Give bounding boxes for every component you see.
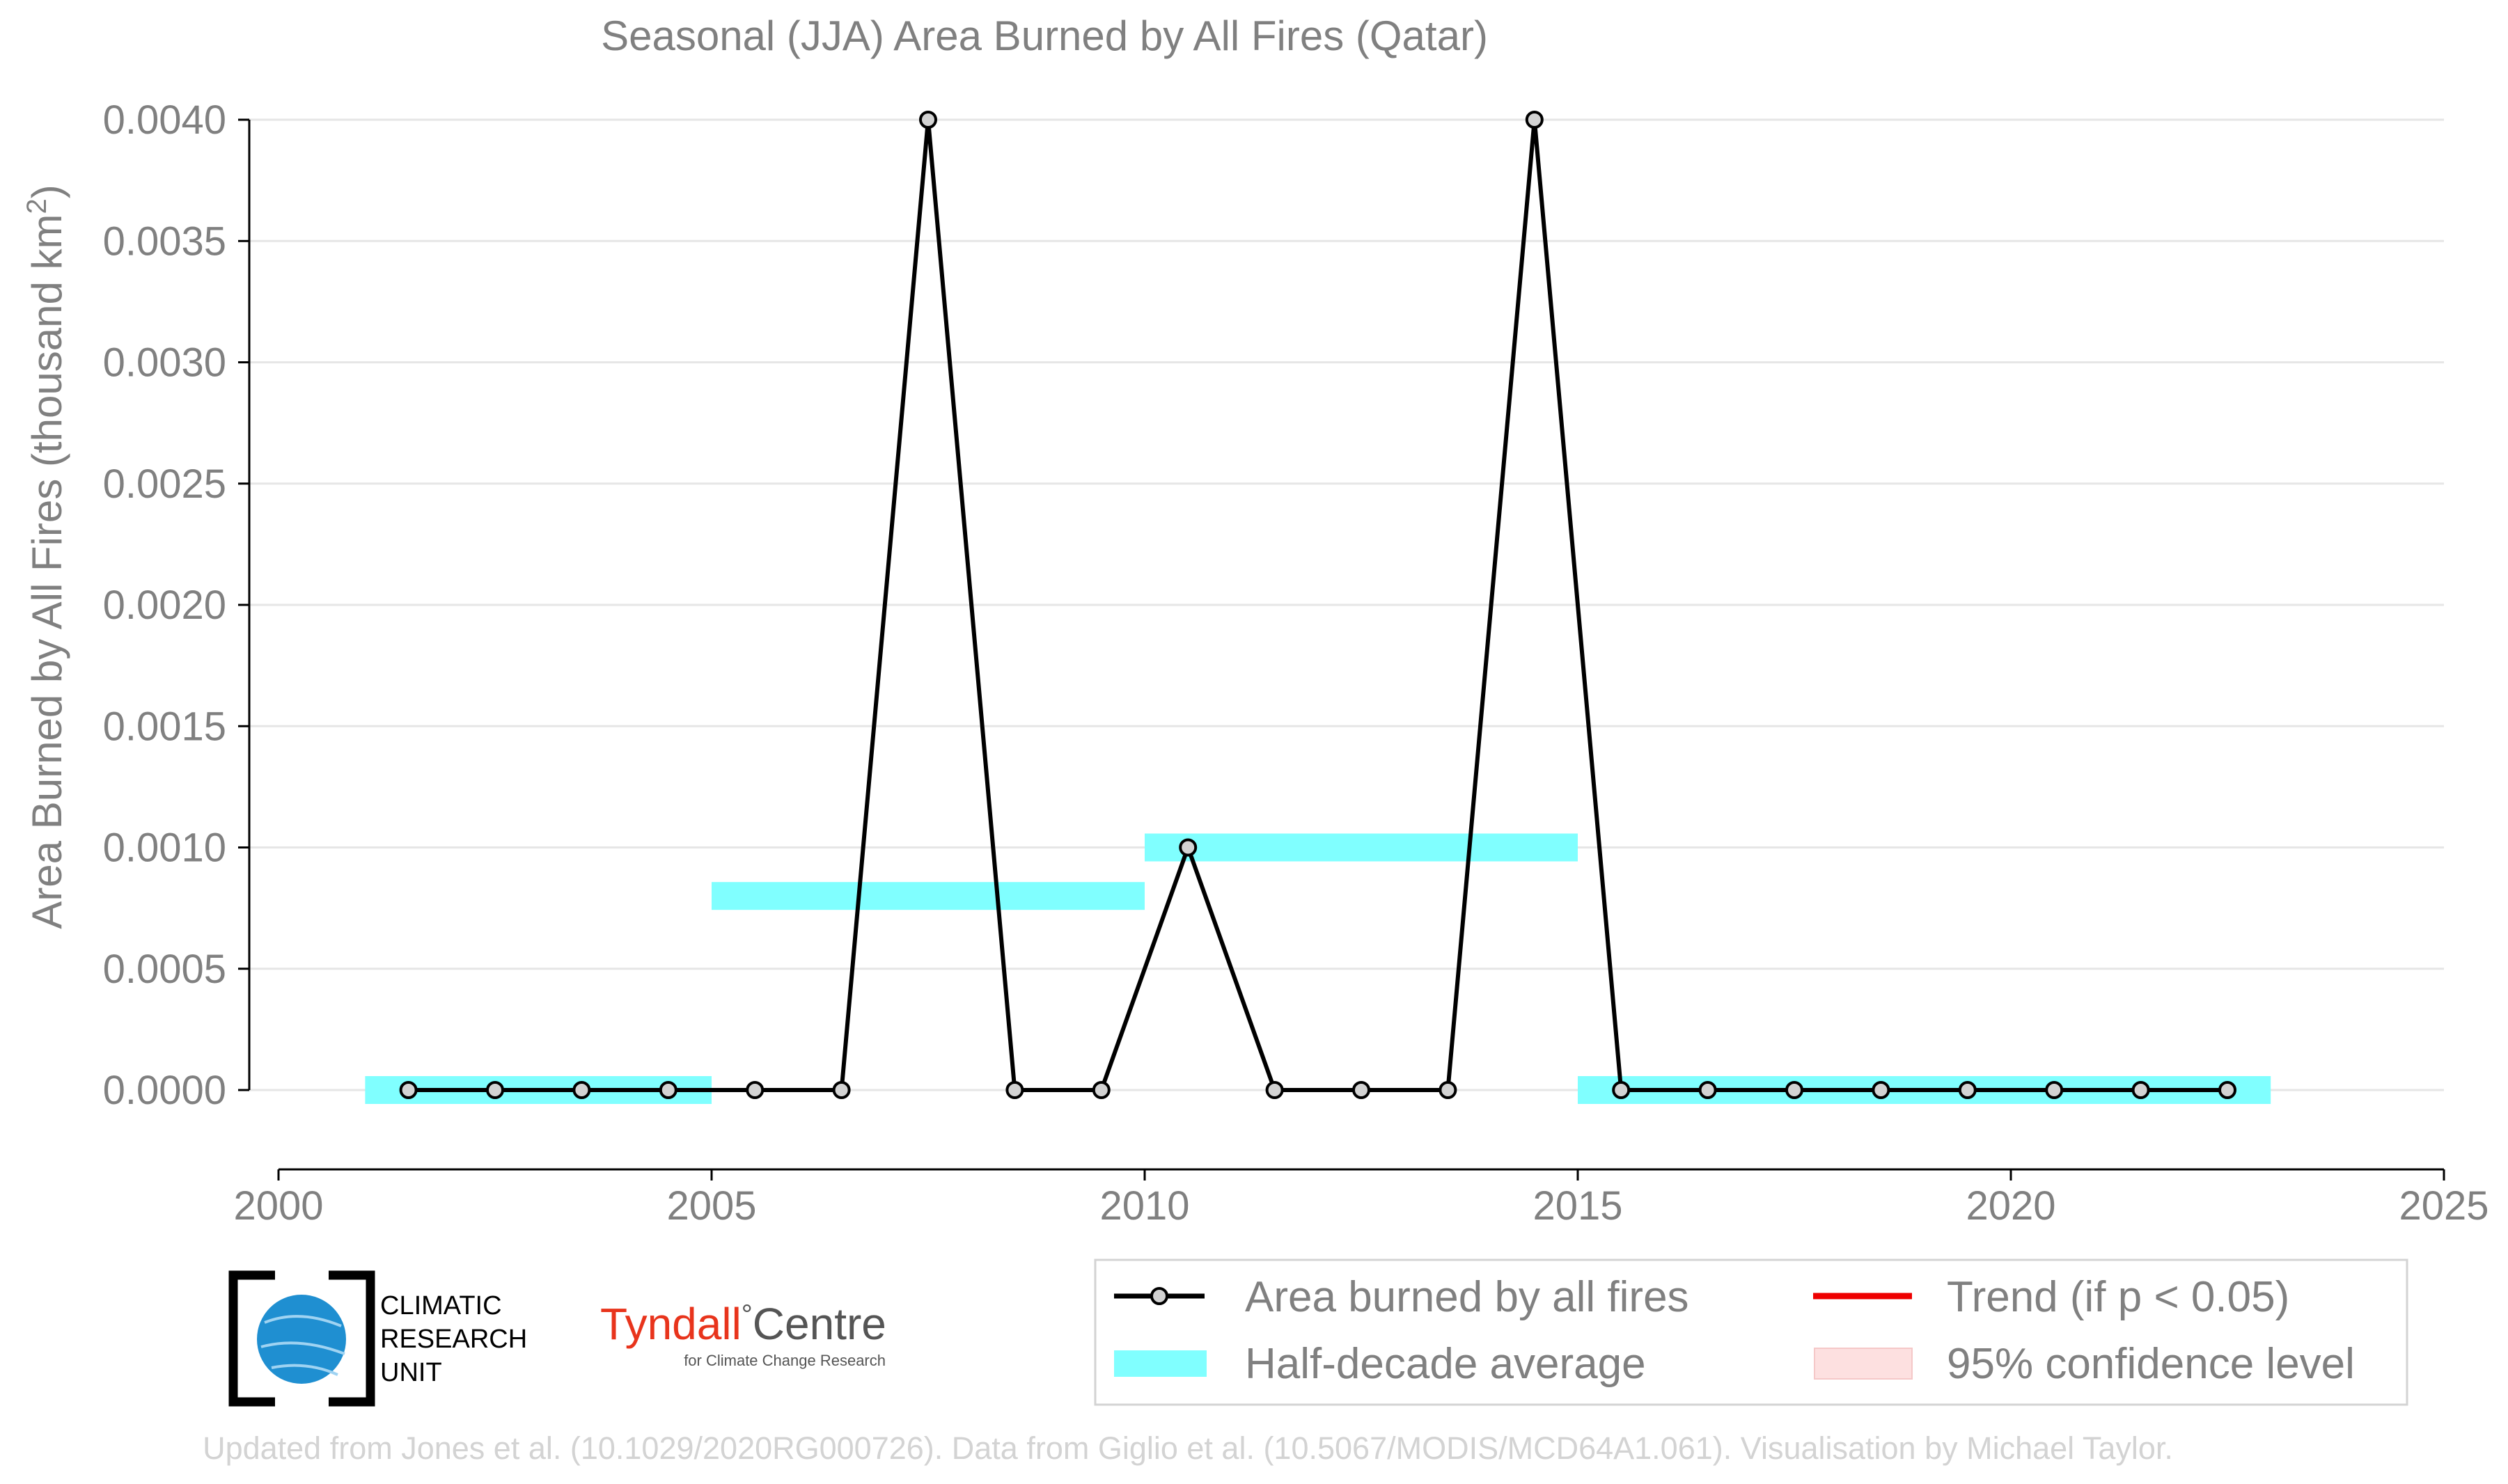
data-point <box>2045 1081 2064 1099</box>
series-area-burned <box>399 111 2236 1099</box>
data-point <box>919 111 937 129</box>
y-axis-label: Area Burned by All Fires (thousand km2) <box>22 184 70 929</box>
y-tick-label: 0.0025 <box>103 461 226 507</box>
legend: Area burned by all fires Trend (if p < 0… <box>1094 1258 2408 1406</box>
y-axis-label-main: Area Burned by All Fires (thousand km <box>24 214 70 929</box>
x-tick-label: 2015 <box>1533 1183 1622 1229</box>
y-tick-label: 0.0000 <box>103 1068 226 1113</box>
y-tick-label: 0.0005 <box>103 947 226 992</box>
data-point <box>1092 1081 1111 1099</box>
cru-logo-line-3: UNIT <box>380 1358 442 1387</box>
data-point <box>1352 1081 1370 1099</box>
data-point <box>399 1081 418 1099</box>
gridlines <box>249 118 2444 1091</box>
data-point <box>1439 1081 1457 1099</box>
data-point <box>1265 1081 1284 1099</box>
y-tick-label: 0.0035 <box>103 219 226 264</box>
cru-logo-brackets <box>228 1270 375 1407</box>
x-tick-label: 2005 <box>666 1183 756 1229</box>
y-tick-label: 0.0040 <box>103 97 226 143</box>
legend-key-area-burned-marker <box>1150 1287 1168 1305</box>
credit-text: Updated from Jones et al. (10.1029/2020R… <box>203 1430 2173 1466</box>
x-tick-label: 2000 <box>233 1183 323 1229</box>
globe-icon <box>257 1295 346 1384</box>
y-tick-label: 0.0010 <box>103 826 226 871</box>
y-tick-label: 0.0015 <box>103 704 226 749</box>
data-point <box>1612 1081 1631 1099</box>
chart-title: Seasonal (JJA) Area Burned by All Fires … <box>601 13 1488 59</box>
legend-box <box>1094 1258 2408 1406</box>
y-tick-label: 0.0020 <box>103 583 226 628</box>
cru-logo: CLIMATIC RESEARCH UNIT <box>228 1270 527 1407</box>
data-point <box>1872 1081 1890 1099</box>
legend-label-half-decade: Half-decade average <box>1245 1340 1646 1388</box>
legend-label-confidence: 95% confidence level <box>1947 1340 2355 1388</box>
x-tick-label: 2010 <box>1099 1183 1189 1229</box>
data-point <box>746 1081 765 1099</box>
globe-lines <box>260 1315 345 1376</box>
legend-label-trend: Trend (if p < 0.05) <box>1947 1273 2289 1321</box>
y-axis-label-end: ) <box>24 184 70 198</box>
y-axis-label-sup: 2 <box>22 198 52 214</box>
data-point <box>1525 111 1544 129</box>
data-point <box>659 1081 677 1099</box>
legend-key-confidence <box>1814 1348 1913 1380</box>
data-point <box>1698 1081 1717 1099</box>
data-point <box>1005 1081 1024 1099</box>
x-axis: 2000 2005 2010 2015 2020 2025 <box>233 1168 2489 1229</box>
tyndall-logo: Tyndall°Centre for Climate Change Resear… <box>600 1299 886 1369</box>
legend-label-area-burned: Area burned by all fires <box>1245 1273 1689 1321</box>
x-tick-label: 2020 <box>1966 1183 2055 1229</box>
cru-logo-line-1: CLIMATIC <box>380 1291 502 1320</box>
series-line <box>408 118 2227 1092</box>
y-axis: 0.0000 0.0005 0.0010 0.0015 0.0020 0.0025 0.00… <box>103 97 251 1113</box>
tyndall-logo-name: Tyndall°Centre <box>600 1299 886 1349</box>
y-tick-label: 0.0030 <box>103 340 226 386</box>
legend-key-half-decade <box>1114 1350 1207 1377</box>
half-decade-band <box>712 882 1145 910</box>
data-point <box>2131 1081 2150 1099</box>
data-point <box>572 1081 591 1099</box>
half-decade-band <box>1145 833 1578 862</box>
data-point <box>1179 838 1198 857</box>
cru-logo-line-2: RESEARCH <box>380 1325 527 1354</box>
data-point <box>832 1081 851 1099</box>
tyndall-logo-subtitle: for Climate Change Research <box>684 1352 886 1369</box>
data-point <box>486 1081 504 1099</box>
x-tick-label: 2025 <box>2399 1183 2489 1229</box>
data-point <box>1958 1081 1977 1099</box>
data-point <box>2218 1081 2236 1099</box>
data-point <box>1785 1081 1803 1099</box>
